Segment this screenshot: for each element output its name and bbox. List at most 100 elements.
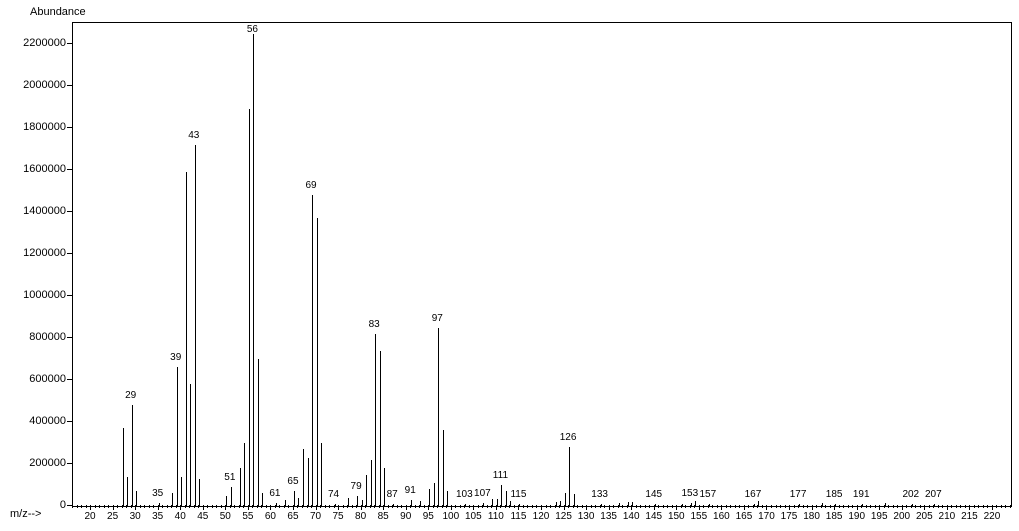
x-tick: [293, 505, 294, 510]
x-tick-minor: [388, 505, 389, 508]
x-tick-minor: [243, 505, 244, 508]
spectrum-peak: [276, 503, 277, 506]
x-tick-minor: [888, 505, 889, 508]
x-tick-label: 55: [242, 511, 253, 522]
x-tick-minor: [703, 505, 704, 508]
x-tick-minor: [279, 505, 280, 508]
x-tick-label: 30: [130, 511, 141, 522]
y-tick: [67, 211, 72, 212]
x-tick-minor: [884, 505, 885, 508]
y-tick: [67, 253, 72, 254]
spectrum-peak: [177, 367, 178, 506]
spectrum-peak: [172, 493, 173, 506]
spectrum-peak: [569, 447, 570, 506]
x-tick-minor: [167, 505, 168, 508]
x-tick: [586, 505, 587, 510]
x-tick-minor: [527, 505, 528, 508]
y-tick-label: 1600000: [6, 163, 66, 175]
peak-label: 107: [474, 488, 491, 499]
peak-label: 111: [493, 470, 508, 481]
spectrum-peak: [434, 483, 435, 506]
spectrum-peak: [244, 443, 245, 506]
x-tick-minor: [365, 505, 366, 508]
x-tick-minor: [546, 505, 547, 508]
x-tick-minor: [591, 505, 592, 508]
spectrum-peak: [371, 460, 372, 506]
spectrum-peak: [384, 468, 385, 506]
x-tick-minor: [117, 505, 118, 508]
x-tick-minor: [234, 505, 235, 508]
y-tick: [67, 337, 72, 338]
x-tick-minor: [595, 505, 596, 508]
x-tick-minor: [933, 505, 934, 508]
y-tick: [67, 169, 72, 170]
x-tick-minor: [739, 505, 740, 508]
spectrum-peak: [501, 485, 502, 506]
y-tick-label: 1000000: [6, 289, 66, 301]
x-tick-minor: [464, 505, 465, 508]
y-tick: [67, 295, 72, 296]
spectrum-peak: [420, 501, 421, 506]
peak-label: 115: [510, 489, 526, 500]
x-tick-minor: [419, 505, 420, 508]
x-tick-label: 85: [378, 511, 389, 522]
spectrum-peak: [285, 500, 286, 506]
x-tick-minor: [397, 505, 398, 508]
spectrum-peak: [294, 491, 295, 506]
x-tick-minor: [131, 505, 132, 508]
x-tick-minor: [108, 505, 109, 508]
x-tick-minor: [122, 505, 123, 508]
peak-label: 87: [387, 489, 398, 500]
x-tick-minor: [149, 505, 150, 508]
spectrum-peak: [506, 491, 507, 506]
peak-label: 97: [432, 313, 443, 324]
spectrum-peak: [308, 458, 309, 506]
x-tick-minor: [410, 505, 411, 508]
x-tick: [451, 505, 452, 510]
peak-label: 79: [351, 481, 362, 492]
x-tick-minor: [81, 505, 82, 508]
spectrum-peak: [438, 328, 439, 507]
spectrum-peak: [492, 499, 493, 506]
x-tick-minor: [104, 505, 105, 508]
x-tick-label: 50: [220, 511, 231, 522]
spectrum-peak: [447, 491, 448, 506]
spectrum-peak: [632, 502, 633, 506]
x-tick-minor: [712, 505, 713, 508]
spectrum-peak: [556, 502, 557, 506]
spectrum-peak: [195, 145, 196, 506]
x-tick-minor: [978, 505, 979, 508]
x-tick-label: 115: [510, 511, 526, 522]
spectrum-peak: [443, 430, 444, 506]
x-tick-label: 195: [871, 511, 888, 522]
spectrum-peak: [835, 504, 836, 506]
peak-label: 43: [188, 130, 199, 141]
x-tick-minor: [415, 505, 416, 508]
spectrum-peak: [411, 500, 412, 506]
spectrum-peak: [682, 504, 683, 506]
x-tick-label: 80: [355, 511, 366, 522]
x-tick: [225, 505, 226, 510]
x-tick-minor: [897, 505, 898, 508]
x-tick-minor: [942, 505, 943, 508]
x-tick-minor: [266, 505, 267, 508]
spectrum-peak: [709, 504, 710, 506]
spectrum-peak: [303, 449, 304, 506]
x-tick: [316, 505, 317, 510]
x-tick-label: 135: [600, 511, 617, 522]
x-tick-minor: [757, 505, 758, 508]
x-tick-minor: [392, 505, 393, 508]
y-tick-label: 600000: [6, 373, 66, 385]
x-tick: [834, 505, 835, 510]
spectrum-peak: [885, 503, 886, 506]
x-tick-minor: [920, 505, 921, 508]
x-tick-minor: [559, 505, 560, 508]
spectrum-peak: [465, 504, 466, 506]
x-tick-minor: [212, 505, 213, 508]
x-tick-minor: [455, 505, 456, 508]
x-tick-minor: [194, 505, 195, 508]
x-tick-minor: [424, 505, 425, 508]
y-tick-label: 800000: [6, 331, 66, 343]
spectrum-peak: [912, 504, 913, 506]
x-tick: [496, 505, 497, 510]
